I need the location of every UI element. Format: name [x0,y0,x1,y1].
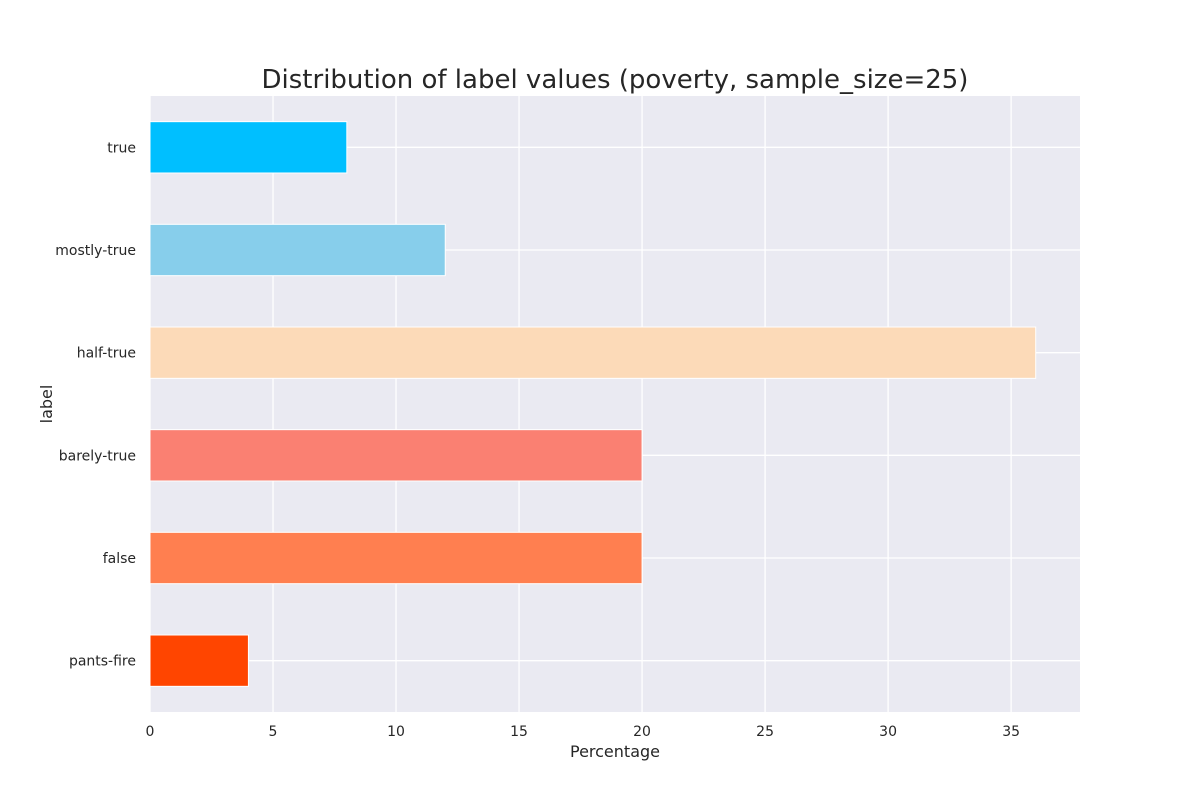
y-tick-label: true [107,140,136,156]
y-tick-label: barely-true [59,448,136,464]
y-axis-label: label [37,385,56,424]
x-tick-label: 0 [146,724,155,740]
x-tick-label: 5 [269,724,278,740]
y-tick-labels: true mostly-true half-true barely-true false… [55,140,136,669]
plot-area [150,96,1080,712]
x-axis-label: Percentage [570,742,660,761]
x-tick-label: 20 [633,724,651,740]
bar-half-true [149,326,1037,379]
y-tick-label: false [103,551,136,567]
bar-pants-fire [149,634,249,687]
y-tick-label: half-true [77,346,136,362]
x-tick-label: 35 [1002,724,1020,740]
x-tick-label: 25 [756,724,774,740]
bar-true [149,121,348,174]
y-tick-label: pants-fire [69,654,136,670]
x-tick-label: 10 [387,724,405,740]
x-tick-label: 15 [510,724,528,740]
y-tick-label: mostly-true [55,243,136,259]
bar-false [149,531,643,585]
bars [149,121,1037,687]
x-tick-label: 30 [879,724,897,740]
bar-mostly-true [149,223,446,277]
chart-title: Distribution of label values (poverty, s… [262,65,969,95]
bar-barely-true [149,429,643,482]
x-tick-labels: 0 5 10 15 20 25 30 35 [146,724,1020,740]
